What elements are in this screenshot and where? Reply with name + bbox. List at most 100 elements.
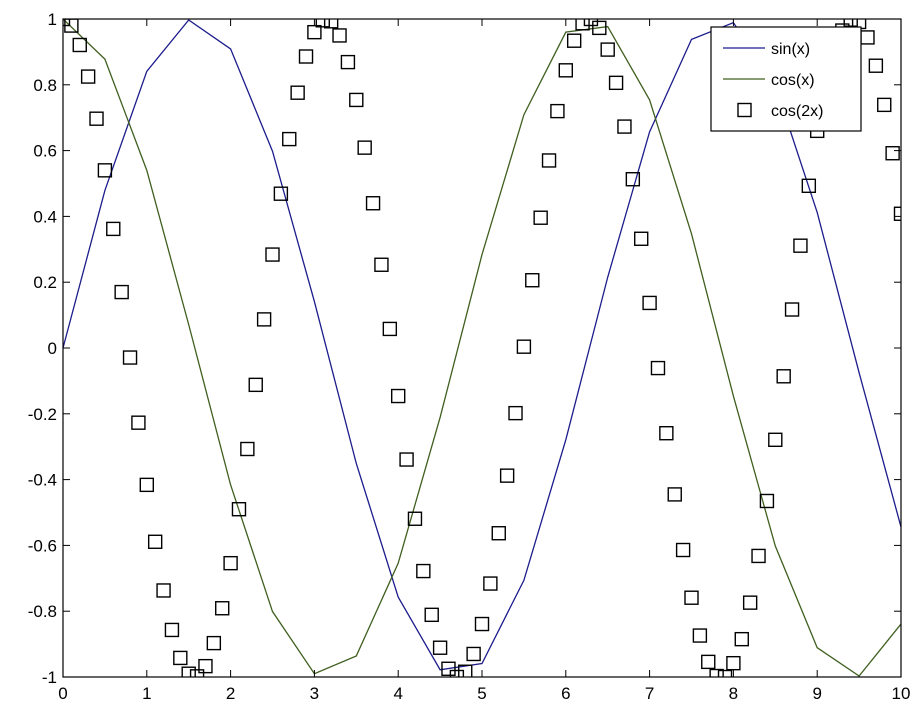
- y-tick-label: -0.8: [28, 602, 57, 621]
- data-point: [885, 146, 900, 161]
- y-tick-label: 0.4: [33, 207, 57, 226]
- legend-label: cos(2x): [771, 103, 823, 120]
- data-point: [122, 350, 138, 365]
- data-point: [223, 555, 238, 571]
- data-point: [391, 388, 406, 404]
- data-point: [290, 85, 305, 100]
- data-point: [248, 377, 263, 393]
- legend: sin(x) cos(x) cos(2x): [710, 26, 862, 132]
- data-point: [491, 526, 506, 541]
- data-point: [742, 595, 758, 610]
- data-point: [256, 312, 272, 327]
- y-tick-label: -0.2: [28, 405, 57, 424]
- data-point: [198, 658, 213, 674]
- data-point: [600, 42, 615, 57]
- data-point: [701, 654, 716, 670]
- data-point: [432, 640, 448, 655]
- x-tick-label: 4: [393, 684, 402, 703]
- data-point: [550, 103, 565, 119]
- x-tick-label: 3: [310, 684, 319, 703]
- data-point: [97, 163, 113, 178]
- data-point: [726, 655, 741, 671]
- data-point: [684, 590, 699, 605]
- data-point: [282, 131, 297, 147]
- data-point: [893, 206, 901, 221]
- data-point: [592, 20, 607, 36]
- data-point: [273, 186, 289, 201]
- data-point: [156, 583, 171, 598]
- data-point: [298, 49, 314, 64]
- data-point: [357, 140, 372, 155]
- data-point: [784, 302, 800, 317]
- data-point: [382, 321, 398, 337]
- data-point: [164, 622, 180, 638]
- data-point: [508, 405, 523, 421]
- x-tick-label: 8: [729, 684, 738, 703]
- data-point: [659, 426, 674, 441]
- data-point: [583, 19, 599, 27]
- legend-label: sin(x): [771, 41, 810, 58]
- series-line-cos-x-: [63, 19, 901, 677]
- data-point: [466, 646, 481, 662]
- data-point: [240, 441, 255, 457]
- data-point: [181, 666, 196, 677]
- data-point: [734, 631, 749, 647]
- data-point: [449, 669, 465, 677]
- x-tick-label: 1: [142, 684, 151, 703]
- data-point: [365, 196, 381, 211]
- data-point: [751, 548, 766, 564]
- x-tick-label: 6: [561, 684, 570, 703]
- data-point: [215, 601, 230, 616]
- data-point: [675, 542, 691, 558]
- data-point: [265, 247, 280, 262]
- data-point: [139, 477, 155, 493]
- data-point: [525, 273, 540, 288]
- data-point: [416, 563, 431, 579]
- data-point: [759, 493, 775, 509]
- data-point: [323, 19, 339, 29]
- y-tick-label: 0.2: [33, 273, 57, 292]
- data-point: [499, 468, 515, 483]
- x-tick-label: 0: [58, 684, 67, 703]
- data-point: [399, 452, 414, 467]
- data-point: [650, 360, 666, 376]
- x-tick-label: 9: [812, 684, 821, 703]
- axes-layer: 0 1 2 3 4 5 6 7 8 9 10 -1 -0.8 -0.6 -0.4 -0.2 0 0.2 0.4 0.6…: [28, 10, 911, 703]
- x-tick-label: 10: [892, 684, 911, 703]
- data-point: [173, 650, 188, 666]
- legend-marker-swatch: [737, 102, 752, 118]
- x-tick-label: 7: [645, 684, 654, 703]
- data-point: [634, 231, 649, 246]
- y-tick-label: 0.6: [33, 142, 57, 161]
- data-point: [189, 669, 205, 677]
- data-point: [315, 19, 330, 28]
- data-point: [340, 54, 356, 70]
- data-point: [768, 432, 783, 447]
- data-point: [642, 295, 657, 311]
- data-point: [206, 635, 222, 651]
- data-point: [533, 210, 548, 225]
- data-point: [231, 502, 247, 517]
- data-point: [131, 415, 146, 430]
- y-tick-label: -1: [42, 668, 57, 687]
- data-point: [566, 33, 582, 48]
- data-point: [617, 119, 632, 134]
- data-point: [349, 92, 364, 108]
- data-point: [89, 111, 104, 126]
- x-tick-label: 5: [477, 684, 486, 703]
- data-point: [776, 369, 791, 384]
- data-point: [558, 63, 573, 78]
- data-point: [441, 661, 456, 676]
- data-point: [80, 69, 96, 84]
- data-point: [709, 668, 724, 677]
- legend-label: cos(x): [771, 72, 815, 89]
- data-point: [458, 664, 473, 677]
- data-point: [106, 221, 121, 237]
- data-point: [424, 607, 439, 623]
- data-point: [474, 616, 490, 632]
- x-tick-label: 2: [226, 684, 235, 703]
- data-point: [374, 257, 389, 272]
- y-tick-label: 0: [48, 339, 57, 358]
- y-tick-label: 0.8: [33, 76, 57, 95]
